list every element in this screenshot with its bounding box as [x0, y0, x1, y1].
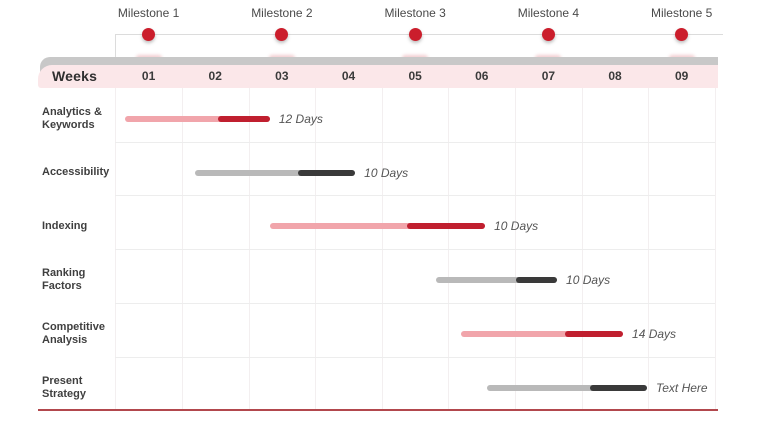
task-duration-label: Text Here	[656, 380, 708, 395]
grid-vline	[581, 88, 583, 410]
task-bar-track	[125, 116, 270, 122]
milestone-label: Milestone 5	[650, 6, 713, 20]
task-bar-track	[487, 384, 647, 391]
milestone-label: Milestone 2	[251, 6, 313, 20]
task-bar-progress	[590, 384, 647, 391]
task-label: Analytics & Keywords	[42, 106, 102, 131]
weeks-axis-title: Weeks	[52, 68, 98, 84]
grid-vline	[381, 88, 383, 410]
task-bar-progress	[565, 330, 623, 337]
milestone-dot	[408, 28, 422, 41]
week-tick: 03	[275, 69, 289, 83]
week-tick: 06	[475, 69, 489, 83]
row-separator	[115, 195, 715, 197]
task-duration-label: 12 Days	[278, 112, 323, 126]
milestone-label: Milestone 1	[117, 6, 180, 20]
grid-vline	[648, 88, 650, 410]
task-label: Present Strategy	[42, 374, 87, 400]
task-label: Accessibility	[42, 166, 110, 179]
grid-vline	[448, 88, 450, 410]
milestone-rail-stub	[115, 34, 116, 65]
milestone-dot	[541, 28, 555, 41]
week-tick: 05	[408, 69, 422, 83]
task-bar-track	[435, 277, 558, 284]
grid-vline	[515, 88, 517, 410]
row-separator	[115, 249, 715, 251]
week-tick: 09	[674, 69, 689, 83]
task-label: Competitive Analysis	[42, 320, 105, 346]
task-bar-track	[461, 330, 624, 337]
row-separator	[115, 141, 715, 143]
week-tick: 08	[608, 69, 622, 83]
task-duration-label: 10 Days	[364, 165, 409, 180]
week-tick-row: 01 02 03 04 05 06 07 08 09	[0, 0, 770, 88]
bottom-accent-line	[38, 409, 718, 411]
task-duration-label: 10 Days	[494, 219, 539, 234]
grid-vline	[248, 88, 250, 410]
week-header-bar	[38, 65, 718, 88]
week-tick: 01	[141, 69, 156, 83]
week-tick: 04	[341, 69, 356, 83]
row-separator	[115, 302, 715, 304]
task-bar-progress	[516, 277, 558, 284]
grid-vline	[181, 88, 183, 410]
task-bar-progress	[407, 223, 486, 230]
task-bar-progress	[217, 116, 270, 122]
week-tick: 07	[541, 69, 556, 83]
row-separator	[115, 356, 715, 358]
milestone-track: Milestone 1 Milestone 2 Milestone 3 Milesto…	[0, 0, 770, 65]
milestone-dot	[275, 28, 289, 41]
milestone-label: Milestone 4	[517, 6, 580, 20]
task-duration-label: 10 Days	[566, 273, 611, 288]
milestone-dot	[675, 28, 689, 41]
milestone-label: Milestone 3	[384, 6, 446, 20]
task-bar-track	[195, 169, 356, 176]
grid-vline	[115, 88, 117, 410]
week-tick: 02	[208, 69, 222, 83]
task-label: Ranking Factors	[42, 267, 86, 293]
grid-vline	[714, 88, 716, 410]
grid-vline	[315, 88, 317, 410]
task-bar-progress	[297, 169, 356, 176]
task-duration-label: 14 Days	[632, 326, 677, 341]
task-bar-track	[269, 223, 486, 230]
milestone-dot	[142, 28, 156, 41]
task-label: Indexing	[42, 219, 88, 232]
